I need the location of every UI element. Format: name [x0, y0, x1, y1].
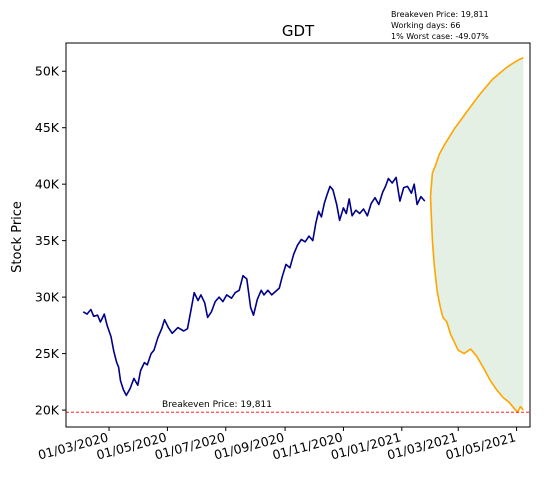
projection-upper-line — [429, 56, 524, 197]
y-tick-label: 45K — [35, 120, 60, 135]
info-line: 1% Worst case: -49.07% — [391, 32, 489, 41]
info-line: Breakeven Price: 19,811 — [391, 10, 489, 19]
plot-frame — [65, 42, 531, 428]
series-layer — [82, 56, 524, 414]
history-price-line — [82, 176, 426, 397]
y-tick-label: 25K — [35, 346, 60, 361]
y-tick-label: 50K — [35, 64, 60, 79]
y-tick-label: 35K — [35, 233, 60, 248]
projection-lower-line — [429, 196, 524, 414]
y-axis-ticks: 20K 25K 30K 35K 40K 45K 50K — [35, 64, 66, 418]
y-tick-label: 40K — [35, 177, 60, 192]
x-axis-ticks: 01/03/202001/05/202001/07/202001/09/2020… — [36, 427, 517, 463]
chart-title: GDT — [282, 22, 315, 40]
projection-band-layer — [430, 57, 524, 413]
y-tick-label: 30K — [35, 290, 60, 305]
breakeven-layer: Breakeven Price: 19,811 — [66, 400, 530, 413]
info-line: Working days: 66 — [391, 21, 460, 30]
y-tick-label: 20K — [35, 403, 60, 418]
projection-band — [430, 57, 524, 413]
y-axis-label: Stock Price — [10, 201, 25, 273]
breakeven-label: Breakeven Price: 19,811 — [162, 400, 272, 410]
